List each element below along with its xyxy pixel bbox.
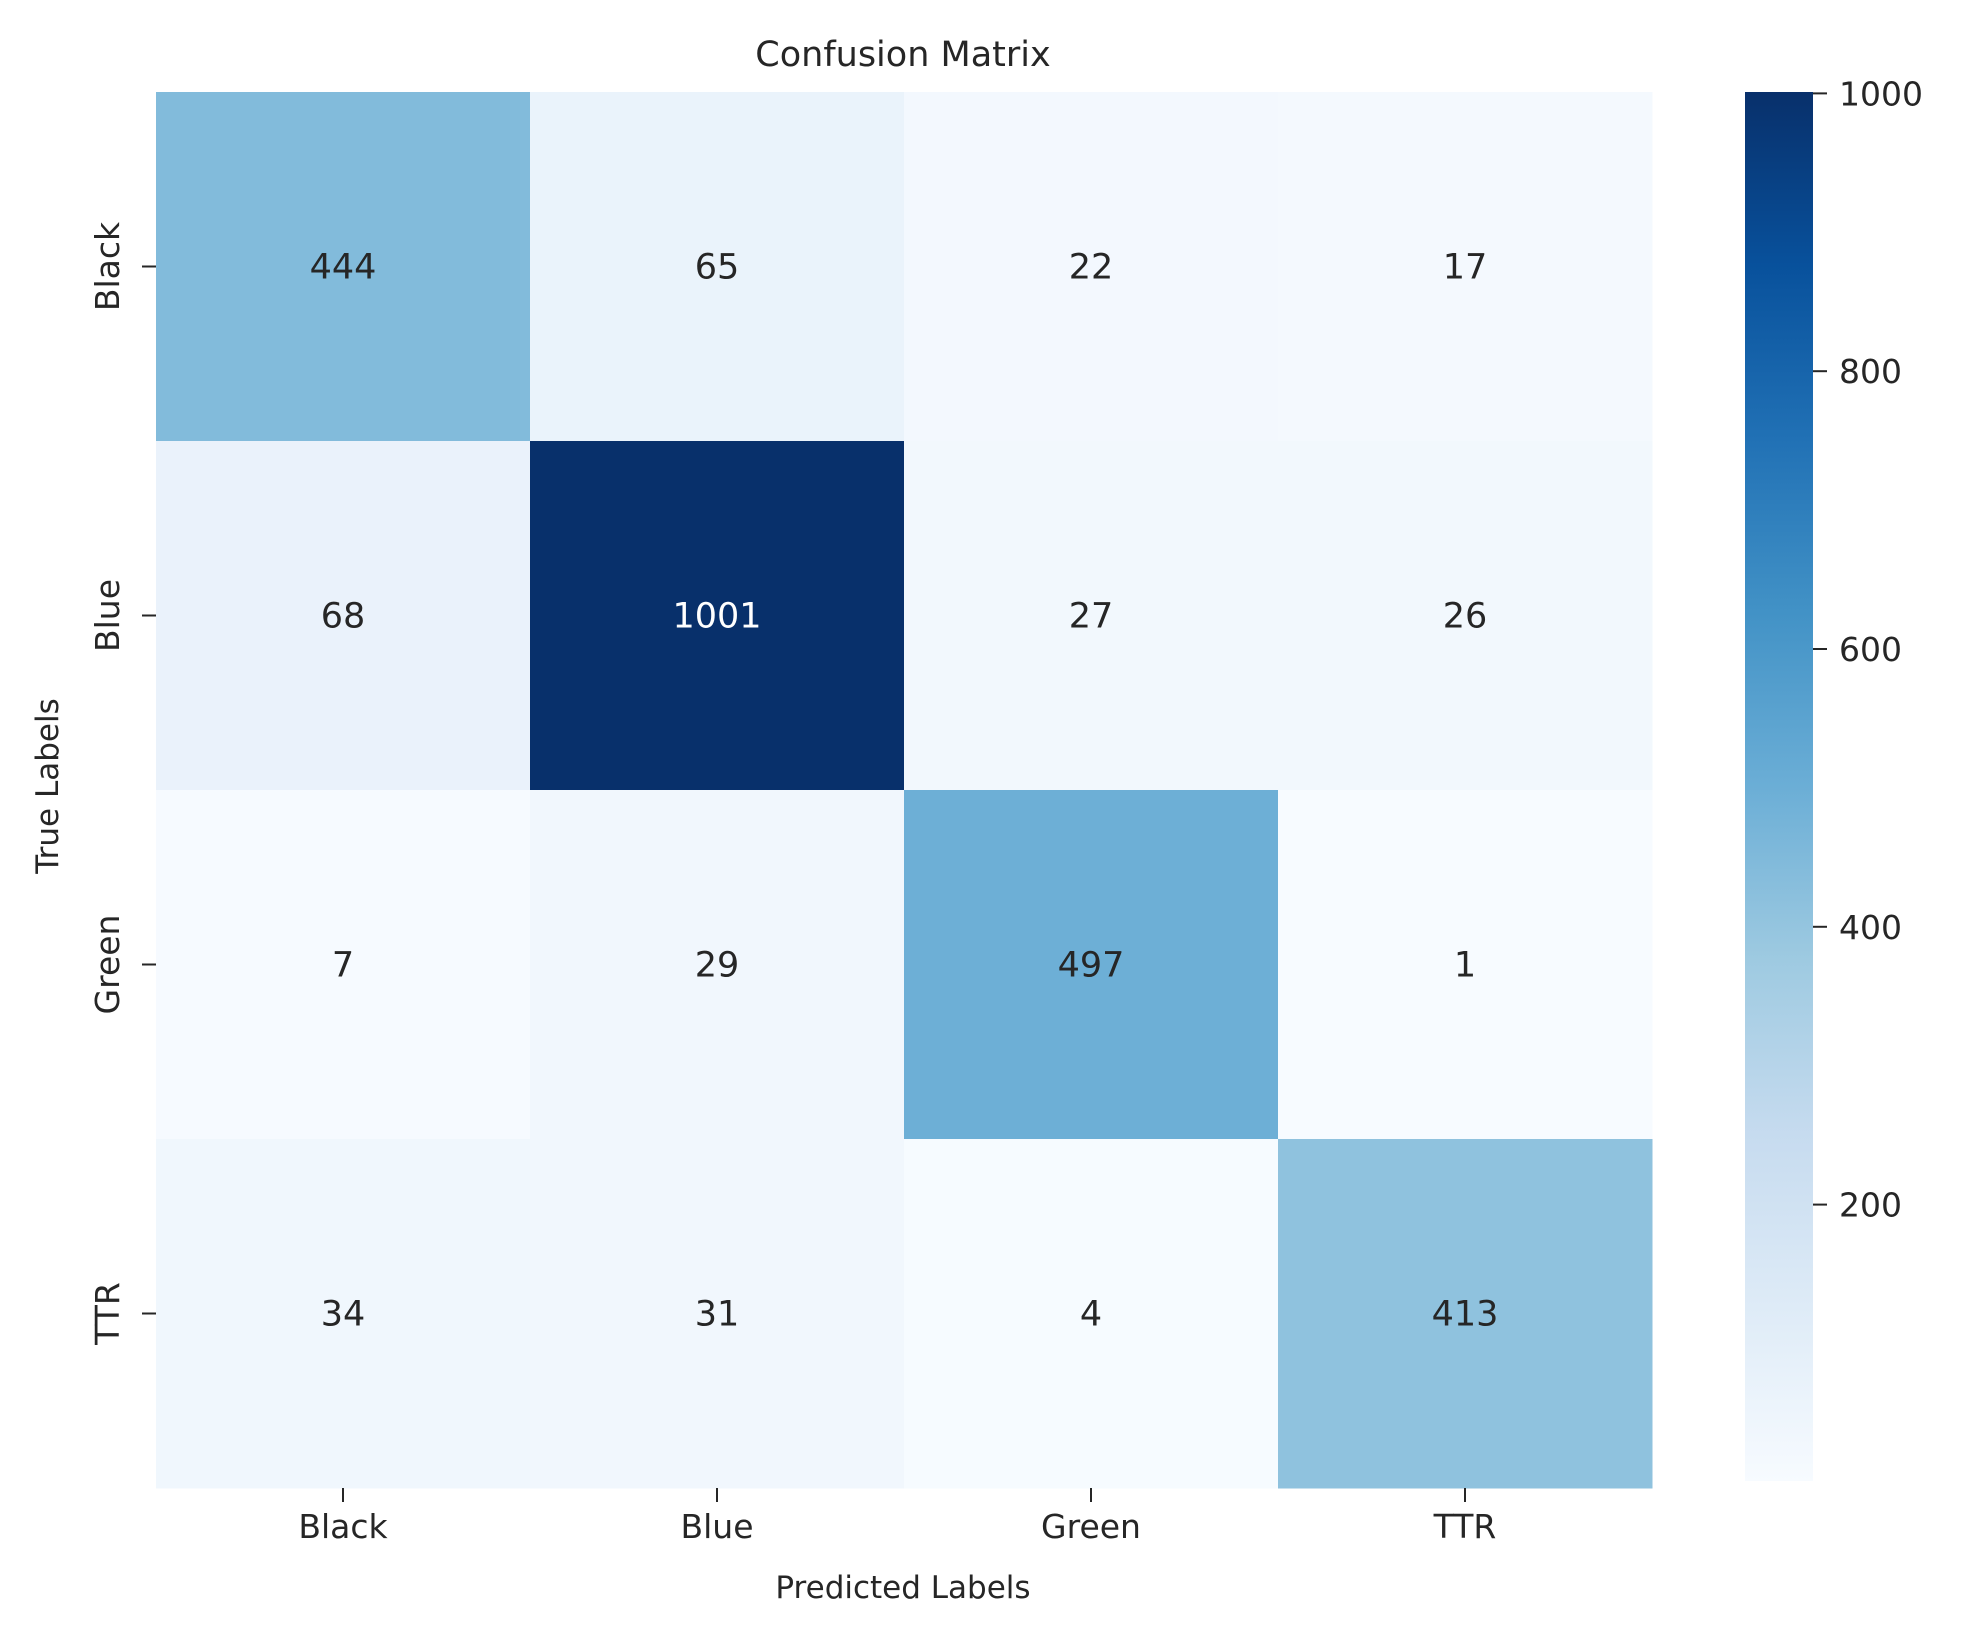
cell-value-label-0-2: 22: [1069, 248, 1114, 288]
heatmap-cell-labels: 444 65 22 17 68 1001 27 26 7 29 497 1 34 31 4 413: [310, 248, 1499, 1335]
heatmap-cells: [156, 92, 1653, 1489]
cell-value-label-2-1: 29: [695, 946, 740, 986]
heatmap-cell-3-1: [530, 1139, 905, 1489]
colorbar: 200 400 600 800 1000: [1745, 74, 1923, 1481]
colorbar-tick-label-1: 400: [1839, 908, 1902, 947]
y-axis-label: True Labels: [30, 698, 66, 874]
y-tick-label-1: Blue: [88, 579, 127, 652]
colorbar-tick-label-4: 1000: [1839, 74, 1923, 113]
cell-value-label-1-0: 68: [321, 597, 366, 637]
x-tick-label-1: Blue: [680, 1507, 753, 1546]
cell-value-label-3-2: 4: [1080, 1295, 1102, 1335]
heatmap-cell-3-3: [1278, 1139, 1653, 1489]
x-tick-label-2: Green: [1041, 1507, 1141, 1546]
heatmap-cell-2-2: [904, 790, 1279, 1140]
heatmap-cell-1-1: [530, 441, 905, 791]
heatmap-cell-0-1: [530, 92, 905, 442]
y-tick-label-2: Green: [88, 915, 127, 1015]
x-axis-label: Predicted Labels: [775, 1570, 1030, 1606]
heatmap-cell-2-1: [530, 790, 905, 1140]
heatmap-cell-1-0: [156, 441, 531, 791]
heatmap-cell-1-2: [904, 441, 1279, 791]
x-tick-label-0: Black: [298, 1507, 388, 1546]
x-axis: Black Blue Green TTR: [298, 1488, 1496, 1546]
heatmap-cell-2-3: [1278, 790, 1653, 1140]
y-tick-label-3: TTR: [88, 1282, 127, 1346]
heatmap-cell-0-3: [1278, 92, 1653, 442]
cell-value-label-0-3: 17: [1443, 248, 1488, 288]
cell-value-label-3-3: 413: [1432, 1295, 1499, 1335]
y-axis: Black Blue Green TTR: [88, 221, 156, 1346]
cell-value-label-1-3: 26: [1443, 597, 1488, 637]
colorbar-tick-label-3: 800: [1839, 352, 1902, 391]
chart-title: Confusion Matrix: [755, 35, 1050, 75]
cell-value-label-0-0: 444: [310, 248, 377, 288]
heatmap-cell-0-0: [156, 92, 531, 442]
heatmap-cell-1-3: [1278, 441, 1653, 791]
cell-value-label-0-1: 65: [695, 248, 740, 288]
cell-value-label-3-0: 34: [321, 1295, 366, 1335]
y-tick-label-0: Black: [88, 221, 127, 311]
heatmap-cell-0-2: [904, 92, 1279, 442]
cell-value-label-2-2: 497: [1058, 946, 1125, 986]
colorbar-tick-label-2: 600: [1839, 630, 1902, 669]
heatmap-cell-3-2: [904, 1139, 1279, 1489]
heatmap-cell-3-0: [156, 1139, 531, 1489]
cell-value-label-1-2: 27: [1069, 597, 1114, 637]
heatmap-cell-2-0: [156, 790, 531, 1140]
cell-value-label-1-1: 1001: [672, 597, 761, 637]
cell-value-label-2-3: 1: [1454, 946, 1476, 986]
cell-value-label-3-1: 31: [695, 1295, 740, 1335]
colorbar-tick-label-0: 200: [1839, 1186, 1902, 1225]
colorbar-gradient-bar: [1745, 92, 1813, 1481]
x-tick-label-3: TTR: [1433, 1507, 1497, 1546]
cell-value-label-2-0: 7: [332, 946, 354, 986]
